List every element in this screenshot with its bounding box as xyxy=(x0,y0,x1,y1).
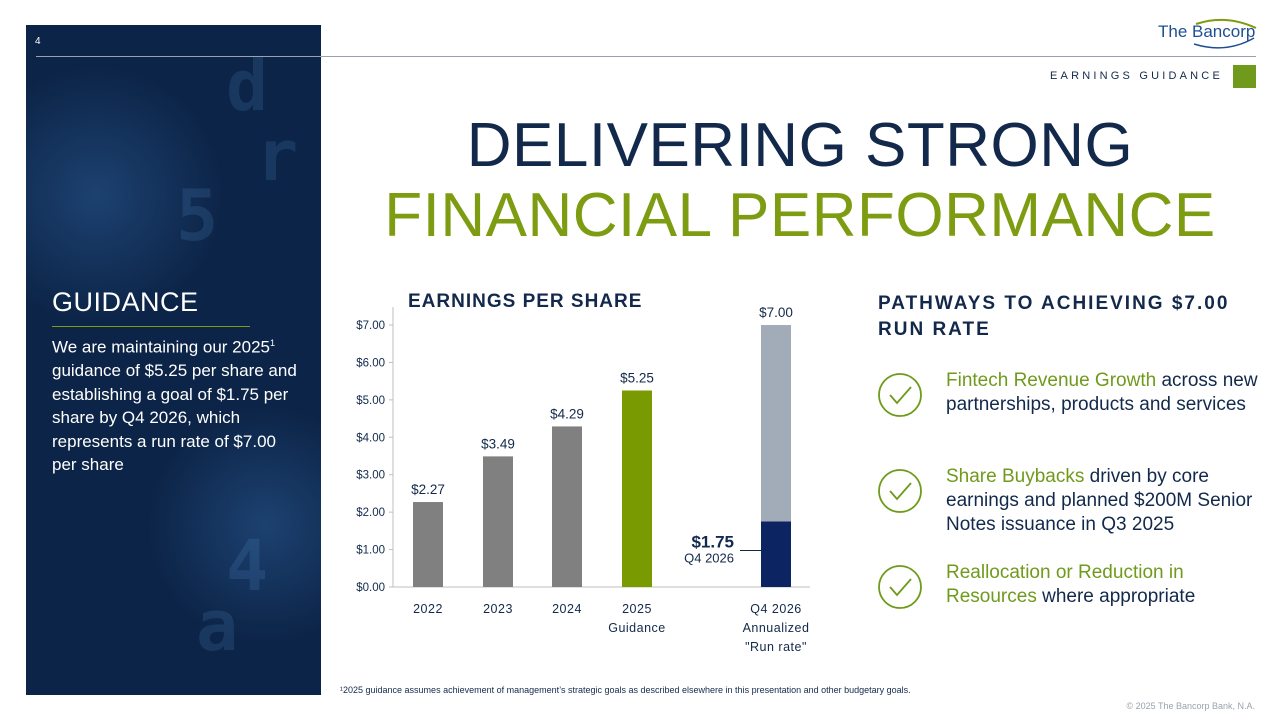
x-tick-label: Guidance xyxy=(608,621,666,635)
y-tick-label: $4.00 xyxy=(356,432,385,444)
guidance-side-panel: d r 5 4 a xyxy=(26,25,321,695)
y-tick-label: $0.00 xyxy=(356,582,385,594)
y-tick-label: $5.00 xyxy=(356,395,385,407)
section-marker xyxy=(1233,65,1256,88)
eps-bar-chart: $0.00 $1.00 $2.00 $3.00 $4.00 $5.00 $6.00 $7.00… xyxy=(356,305,810,654)
base-sublabel: Q4 2026 xyxy=(684,551,734,566)
x-tick-label: Q4 2026 xyxy=(750,602,801,616)
pathway-rest: driven by core earnings and planned $200… xyxy=(946,466,1253,535)
y-tick-label: $3.00 xyxy=(356,470,385,482)
header-divider xyxy=(36,56,1256,57)
footnote: ¹2025 guidance assumes achievement of ma… xyxy=(340,685,911,695)
guidance-text: We are maintaining our 20251 guidance of… xyxy=(52,332,302,477)
section-label: EARNINGS GUIDANCE xyxy=(1050,70,1223,82)
x-tick-label: 2023 xyxy=(483,602,513,616)
base-value-label: $1.75 xyxy=(691,533,734,552)
x-tick-label: Annualized xyxy=(743,621,810,635)
guidance-text-part2: guidance of $5.25 per share and establis… xyxy=(52,361,297,475)
bar-3 xyxy=(622,390,652,587)
bar-0 xyxy=(413,502,443,587)
guidance-divider xyxy=(52,326,250,327)
check-circle-icon xyxy=(878,469,922,513)
y-tick-label: $2.00 xyxy=(356,507,385,519)
pathway-rest: where appropriate xyxy=(1036,586,1196,607)
bar-2 xyxy=(552,426,582,587)
logo-text: The Bancorp xyxy=(1158,22,1256,41)
page-number: 4 xyxy=(35,36,41,47)
bar-value-label: $5.25 xyxy=(620,371,654,386)
page-title-line2: FINANCIAL PERFORMANCE xyxy=(384,181,1216,250)
bar-1 xyxy=(483,456,513,587)
bancorp-logo: The Bancorp xyxy=(1156,18,1258,52)
pathway-rest: across new partnerships, products and se… xyxy=(946,370,1258,415)
copyright: © 2025 The Bancorp Bank, N.A. xyxy=(1126,701,1255,711)
pathway-text: Share Buybacks driven by core earnings a… xyxy=(946,465,1261,537)
pathway-highlight: Fintech Revenue Growth xyxy=(946,370,1157,391)
x-tick-label: 2025 xyxy=(622,602,652,616)
pathway-highlight: Reallocation or Reduction in Resources xyxy=(946,562,1184,607)
bar-value-label: $4.29 xyxy=(550,406,584,421)
guidance-footnote-ref: 1 xyxy=(270,338,276,348)
pathway-highlight: Share Buybacks xyxy=(946,466,1085,487)
chart-title: EARNINGS PER SHARE xyxy=(408,291,643,312)
runrate-base-segment xyxy=(761,521,791,587)
pathway-text: Fintech Revenue Growth across new partne… xyxy=(946,369,1261,417)
y-tick-label: $6.00 xyxy=(356,357,385,369)
check-circle-icon xyxy=(878,565,922,609)
guidance-heading: GUIDANCE xyxy=(52,287,199,317)
y-tick-label: $7.00 xyxy=(356,320,385,332)
x-tick-label: 2022 xyxy=(413,602,443,616)
y-tick-label: $1.00 xyxy=(356,545,385,557)
bar-value-label: $2.27 xyxy=(411,482,445,497)
x-tick-label: 2024 xyxy=(552,602,582,616)
guidance-text-part1: We are maintaining our 2025 xyxy=(52,337,270,357)
bar-value-label: $3.49 xyxy=(481,436,515,451)
x-tick-label: "Run rate" xyxy=(745,640,807,654)
check-circle-icon xyxy=(878,373,922,417)
logo-swoosh-icon xyxy=(1193,18,1257,49)
pathway-text: Reallocation or Reduction in Resources w… xyxy=(946,561,1261,609)
bar-value-label: $7.00 xyxy=(759,305,793,320)
page-title-line1: DELIVERING STRONG xyxy=(466,111,1134,180)
pathways-title: PATHWAYS TO ACHIEVING $7.00 RUN RATE xyxy=(878,293,1230,340)
